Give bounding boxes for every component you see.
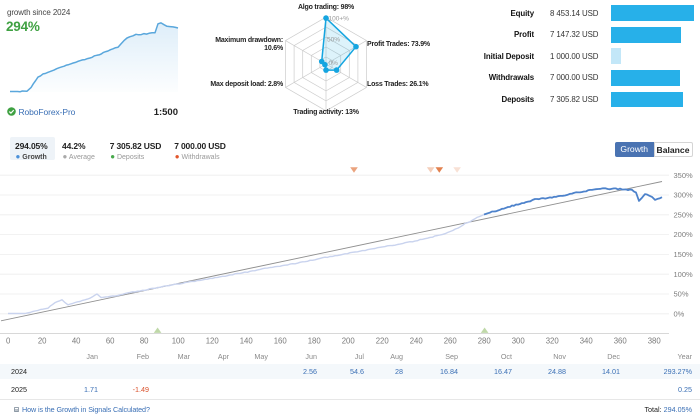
svg-text:320: 320 (546, 337, 560, 346)
svg-text:80: 80 (140, 337, 149, 346)
svg-text:300: 300 (512, 337, 526, 346)
svg-text:100: 100 (172, 337, 186, 346)
svg-text:50%: 50% (674, 290, 689, 299)
svg-text:0%: 0% (674, 309, 685, 318)
svg-text:280: 280 (478, 337, 492, 346)
svg-text:360: 360 (614, 337, 628, 346)
svg-text:260: 260 (444, 337, 458, 346)
svg-text:300%: 300% (674, 191, 694, 200)
svg-text:180: 180 (308, 337, 322, 346)
svg-text:0%: 0% (329, 60, 339, 67)
svg-text:200: 200 (342, 337, 356, 346)
svg-text:100+%: 100+% (329, 16, 350, 23)
svg-text:200%: 200% (674, 230, 694, 239)
svg-text:250%: 250% (674, 210, 694, 219)
svg-text:40: 40 (72, 337, 81, 346)
svg-text:220: 220 (376, 337, 390, 346)
svg-text:380: 380 (648, 337, 662, 346)
svg-text:160: 160 (274, 337, 288, 346)
svg-text:340: 340 (580, 337, 594, 346)
svg-text:0: 0 (6, 337, 11, 346)
svg-text:50%: 50% (327, 37, 340, 44)
svg-text:20: 20 (38, 337, 47, 346)
svg-text:100%: 100% (674, 270, 694, 279)
svg-text:150%: 150% (674, 250, 694, 259)
svg-text:140: 140 (240, 337, 254, 346)
svg-text:120: 120 (206, 337, 220, 346)
svg-text:350%: 350% (674, 171, 694, 180)
svg-text:240: 240 (410, 337, 424, 346)
svg-text:60: 60 (106, 337, 115, 346)
